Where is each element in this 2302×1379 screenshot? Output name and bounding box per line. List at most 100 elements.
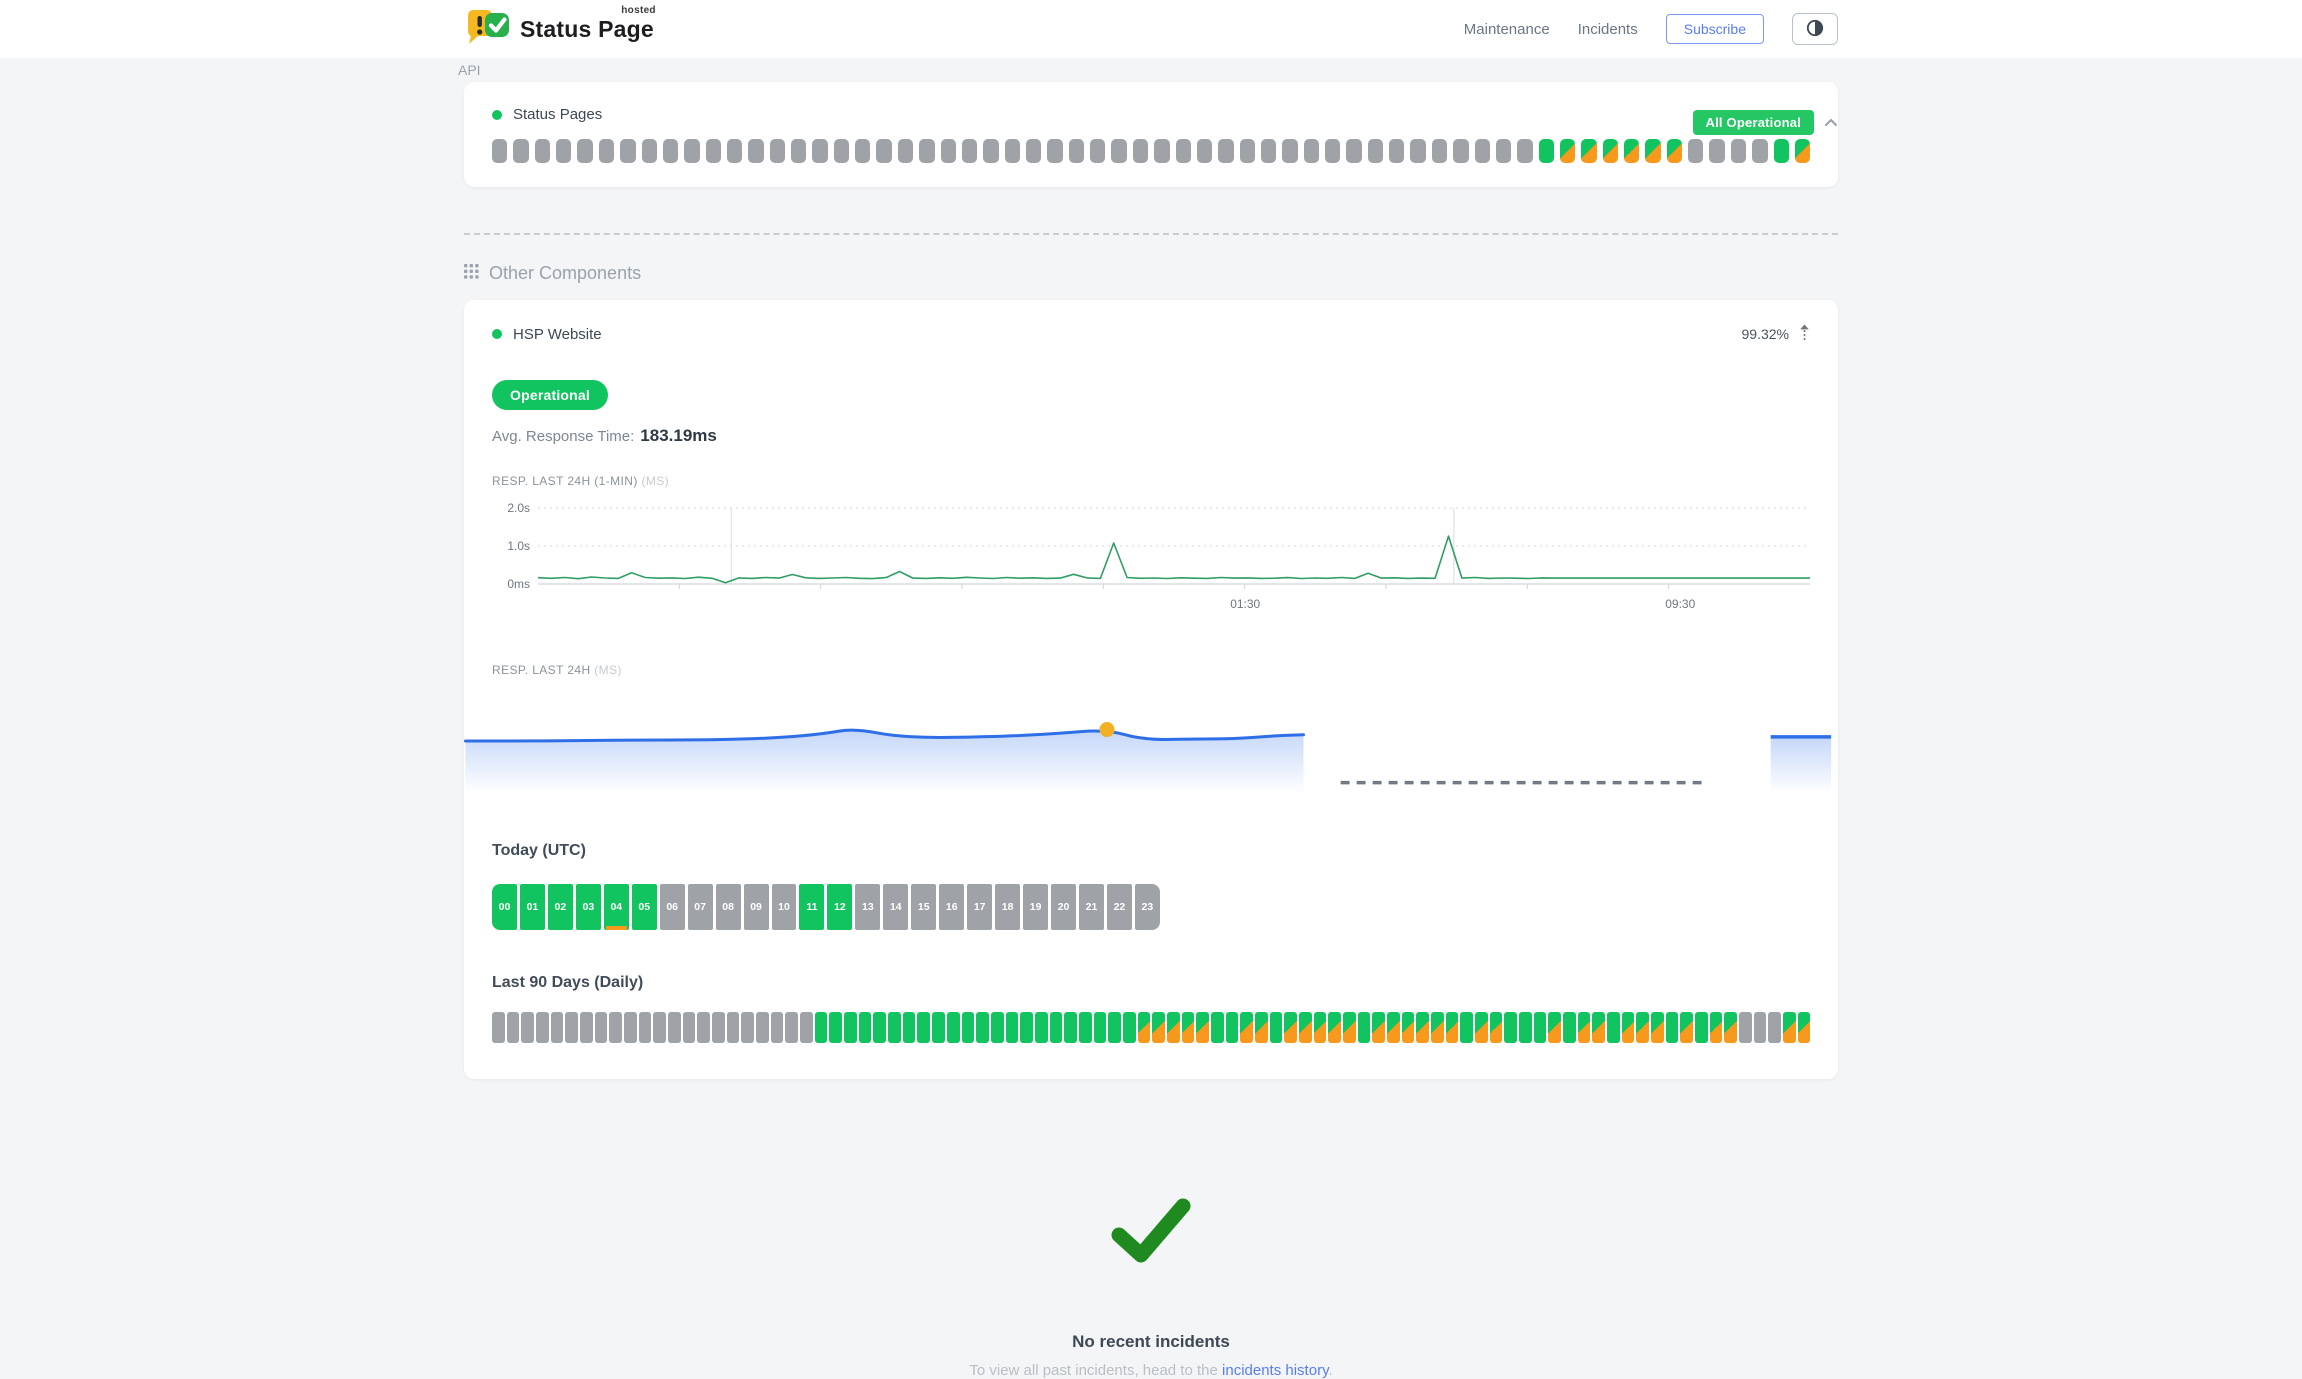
hour-block[interactable]: 23: [1134, 884, 1160, 930]
hour-block[interactable]: 10: [771, 884, 797, 930]
hour-block[interactable]: 02: [547, 884, 573, 930]
daily-uptime-bar[interactable]: [565, 1012, 579, 1043]
uptime-bar[interactable]: [748, 139, 764, 163]
daily-uptime-bar[interactable]: [1753, 1012, 1767, 1043]
daily-uptime-bar[interactable]: [756, 1012, 769, 1043]
daily-uptime-bar[interactable]: [800, 1012, 813, 1043]
uptime-bar[interactable]: [983, 139, 999, 163]
uptime-bar[interactable]: [1538, 139, 1554, 163]
hour-block[interactable]: 09: [743, 884, 769, 930]
hour-block[interactable]: 21: [1079, 884, 1104, 930]
uptime-bar[interactable]: [1239, 139, 1255, 163]
daily-uptime-bar[interactable]: [976, 1012, 989, 1043]
daily-uptime-bar[interactable]: [1680, 1012, 1694, 1043]
daily-uptime-bar[interactable]: [1108, 1012, 1121, 1043]
uptime-bar[interactable]: [961, 139, 978, 163]
uptime-bar[interactable]: [1474, 139, 1490, 163]
hour-block[interactable]: 22: [1106, 884, 1132, 930]
uptime-bar[interactable]: [876, 139, 892, 163]
uptime-bar[interactable]: [791, 139, 807, 163]
daily-uptime-bar[interactable]: [609, 1012, 623, 1043]
daily-uptime-bar[interactable]: [594, 1012, 608, 1043]
uptime-bar[interactable]: [577, 139, 593, 163]
daily-uptime-bar[interactable]: [814, 1012, 828, 1043]
uptime-bar[interactable]: [1111, 139, 1127, 163]
daily-uptime-bar[interactable]: [1328, 1012, 1341, 1043]
daily-uptime-bar[interactable]: [1504, 1012, 1518, 1043]
daily-uptime-bar[interactable]: [1592, 1012, 1606, 1043]
daily-uptime-bar[interactable]: [1386, 1012, 1400, 1043]
daily-uptime-bar[interactable]: [1137, 1012, 1151, 1043]
uptime-bar[interactable]: [662, 139, 679, 163]
hour-block[interactable]: 00: [492, 884, 517, 930]
daily-uptime-bar[interactable]: [1475, 1012, 1488, 1043]
uptime-bar[interactable]: [897, 139, 914, 163]
daily-uptime-bar[interactable]: [1357, 1012, 1371, 1043]
uptime-bar[interactable]: [833, 139, 850, 163]
daily-uptime-bar[interactable]: [1225, 1012, 1239, 1043]
hour-block[interactable]: 14: [883, 884, 909, 930]
daily-uptime-bar[interactable]: [1533, 1012, 1547, 1043]
hour-block[interactable]: 06: [659, 884, 685, 930]
trend-up-icon[interactable]: [1799, 324, 1810, 344]
daily-uptime-bar[interactable]: [946, 1012, 960, 1043]
uptime-bar[interactable]: [1517, 139, 1533, 163]
uptime-bar[interactable]: [1047, 139, 1063, 163]
daily-uptime-bar[interactable]: [506, 1012, 520, 1043]
hour-block[interactable]: 20: [1051, 884, 1077, 930]
daily-uptime-bar[interactable]: [1122, 1012, 1136, 1043]
uptime-bar[interactable]: [1666, 139, 1683, 163]
daily-uptime-bar[interactable]: [1166, 1012, 1180, 1043]
daily-uptime-bar[interactable]: [770, 1012, 784, 1043]
response-time-area-chart[interactable]: [463, 689, 1838, 806]
daily-uptime-bar[interactable]: [1607, 1012, 1620, 1043]
daily-uptime-bar[interactable]: [1313, 1012, 1327, 1043]
daily-uptime-bar[interactable]: [888, 1012, 901, 1043]
uptime-bar[interactable]: [1282, 139, 1298, 163]
uptime-bar[interactable]: [1410, 139, 1426, 163]
uptime-bar[interactable]: [620, 139, 636, 163]
brand-logo[interactable]: Status Page hosted: [464, 5, 656, 53]
daily-uptime-bar[interactable]: [1416, 1012, 1429, 1043]
daily-uptime-bar[interactable]: [1519, 1012, 1532, 1043]
daily-uptime-bar[interactable]: [932, 1012, 945, 1043]
daily-uptime-bar[interactable]: [902, 1012, 916, 1043]
daily-uptime-bar[interactable]: [1695, 1012, 1708, 1043]
daily-uptime-bar[interactable]: [844, 1012, 857, 1043]
daily-uptime-bar[interactable]: [741, 1012, 755, 1043]
hour-block[interactable]: 15: [911, 884, 937, 930]
daily-uptime-bar[interactable]: [1181, 1012, 1195, 1043]
daily-uptime-bar[interactable]: [668, 1012, 681, 1043]
uptime-bar[interactable]: [1090, 139, 1106, 163]
hour-block[interactable]: 18: [995, 884, 1021, 930]
hour-block[interactable]: 12: [827, 884, 853, 930]
daily-uptime-bar[interactable]: [1254, 1012, 1268, 1043]
daily-uptime-bar[interactable]: [1210, 1012, 1224, 1043]
all-operational-badge[interactable]: All Operational: [1692, 110, 1814, 135]
daily-uptime-bar[interactable]: [1298, 1012, 1312, 1043]
uptime-bar[interactable]: [556, 139, 572, 163]
uptime-bar[interactable]: [1602, 139, 1619, 163]
daily-uptime-bar[interactable]: [638, 1012, 652, 1043]
daily-uptime-bar[interactable]: [1577, 1012, 1591, 1043]
daily-uptime-bar[interactable]: [1739, 1012, 1752, 1043]
daily-uptime-bar[interactable]: [1064, 1012, 1077, 1043]
uptime-bar[interactable]: [1752, 139, 1768, 163]
daily-uptime-bar[interactable]: [1078, 1012, 1092, 1043]
uptime-bar[interactable]: [1367, 139, 1384, 163]
uptime-bar[interactable]: [1559, 139, 1576, 163]
nav-incidents[interactable]: Incidents: [1577, 20, 1638, 38]
daily-uptime-bar[interactable]: [492, 1012, 505, 1043]
chevron-up-icon[interactable]: [1824, 114, 1838, 132]
daily-uptime-bar[interactable]: [1372, 1012, 1385, 1043]
daily-uptime-bar[interactable]: [1636, 1012, 1650, 1043]
daily-uptime-bar[interactable]: [1563, 1012, 1576, 1043]
daily-uptime-bar[interactable]: [726, 1012, 740, 1043]
hour-block[interactable]: 19: [1023, 884, 1049, 930]
daily-uptime-bar[interactable]: [1342, 1012, 1356, 1043]
daily-uptime-bar[interactable]: [1797, 1012, 1811, 1043]
daily-uptime-bar[interactable]: [1401, 1012, 1415, 1043]
hour-block[interactable]: 04: [603, 884, 629, 930]
subscribe-button[interactable]: Subscribe: [1665, 14, 1764, 44]
daily-uptime-bar[interactable]: [1709, 1012, 1723, 1043]
